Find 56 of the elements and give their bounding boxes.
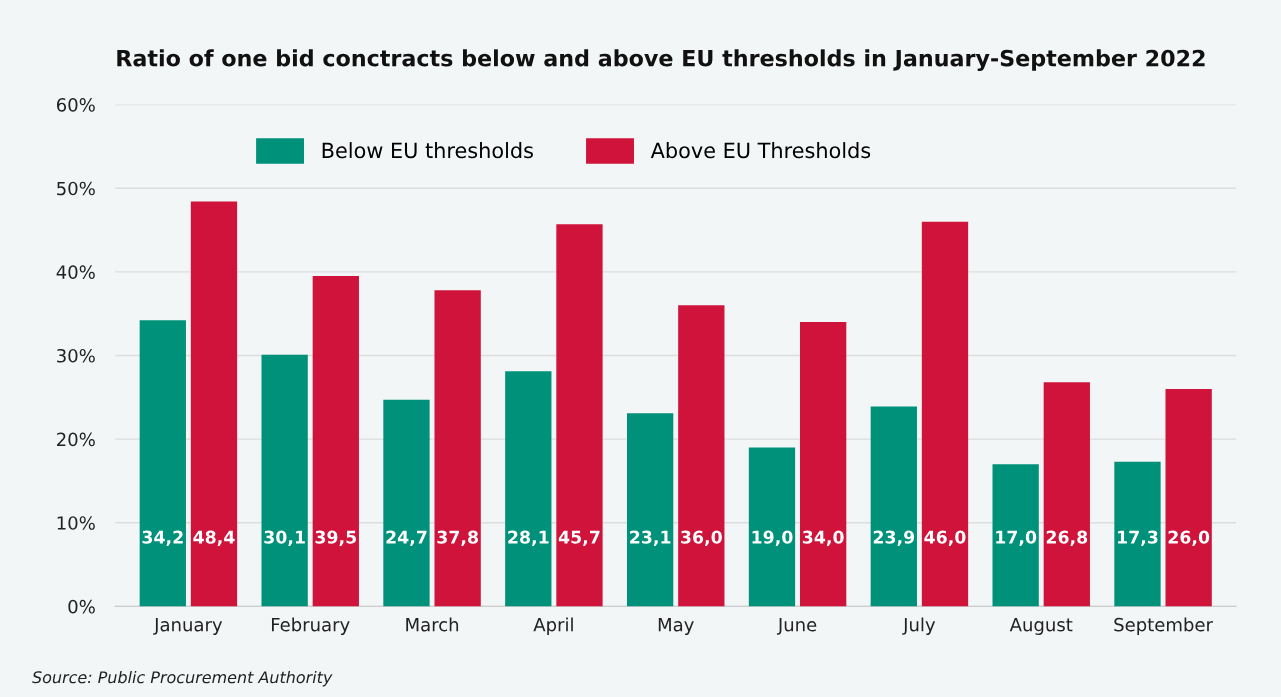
- bar: [678, 305, 725, 607]
- y-tick-label: 20%: [57, 432, 95, 447]
- data-label: 34,0: [802, 530, 844, 546]
- bar: [800, 322, 847, 607]
- bar: [190, 201, 238, 607]
- bar: [383, 399, 430, 607]
- chart-title: Ratio of one bid conctracts below and above EU thresholds in January-September 2022: [117, 49, 1205, 72]
- data-label: 34,2: [142, 530, 183, 546]
- y-tick-label: 40%: [56, 265, 95, 279]
- data-label: 17,0: [996, 530, 1037, 546]
- data-label: 48,4: [193, 530, 235, 546]
- x-tick-label: July: [902, 617, 936, 635]
- x-tick-label: February: [271, 617, 350, 635]
- x-tick-label: August: [1009, 618, 1073, 635]
- data-label: 17,3: [1118, 530, 1158, 546]
- bar: [434, 290, 481, 607]
- x-tick-label: April: [533, 617, 573, 635]
- y-tick-label: 50%: [57, 181, 95, 196]
- x-tick-label: September: [1114, 617, 1213, 635]
- bar: [1114, 461, 1161, 607]
- bar: [921, 221, 969, 607]
- x-tick-label: May: [658, 618, 694, 635]
- y-tick-label: 0%: [68, 599, 95, 614]
- y-tick-label: 60%: [56, 98, 95, 112]
- bar: [626, 413, 674, 607]
- data-label: 46,0: [924, 530, 966, 546]
- bar: [748, 447, 796, 607]
- data-label: 45,7: [558, 530, 600, 546]
- bar: [505, 371, 552, 607]
- bar: [312, 276, 359, 607]
- x-tick-label: June: [776, 618, 817, 635]
- bar: [261, 354, 308, 607]
- data-label: 28,1: [508, 530, 549, 546]
- data-label: 23,1: [630, 530, 671, 546]
- source-note: Source: Public Procurement Authority: [32, 670, 333, 687]
- x-tick-label: March: [406, 617, 459, 632]
- data-label: 36,0: [681, 530, 722, 546]
- bar: [1043, 382, 1090, 607]
- data-label: 24,7: [386, 530, 427, 546]
- bar: [992, 464, 1039, 607]
- y-tick-label: 30%: [57, 348, 95, 363]
- bar: [556, 224, 603, 607]
- data-label: 30,1: [264, 530, 305, 546]
- legend-label: Above EU Thresholds: [650, 142, 871, 159]
- data-label: 37,8: [437, 530, 478, 546]
- bar: [870, 406, 917, 607]
- legend-label: Below EU thresholds: [322, 142, 533, 159]
- data-label: 26,0: [1168, 530, 1210, 546]
- data-label: 39,5: [315, 530, 357, 546]
- data-label: 19,0: [752, 530, 793, 546]
- data-label: 26,8: [1046, 530, 1088, 546]
- y-tick-label: 10%: [57, 516, 95, 530]
- data-label: 23,9: [873, 530, 915, 546]
- x-tick-label: January: [153, 618, 223, 635]
- bar: [139, 320, 186, 607]
- bar: [1165, 388, 1212, 607]
